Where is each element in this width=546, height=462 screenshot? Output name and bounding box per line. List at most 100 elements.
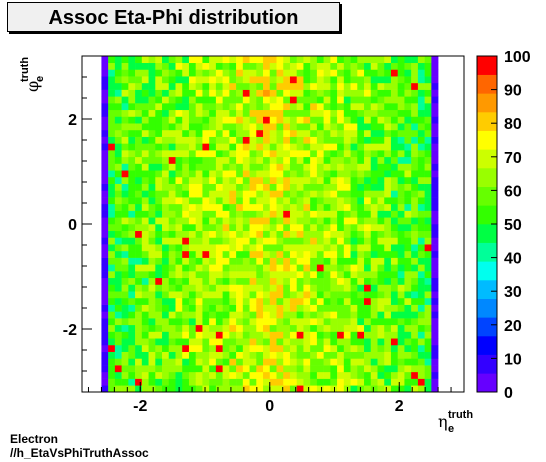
heatmap-cell <box>229 351 237 359</box>
heatmap-cell <box>128 358 136 366</box>
heatmap-cell <box>377 136 385 144</box>
heatmap-cell <box>390 338 399 346</box>
heatmap-cell <box>188 378 196 386</box>
heatmap-cell <box>222 217 230 225</box>
heatmap-cell <box>370 116 378 124</box>
heatmap-cell <box>269 257 277 265</box>
heatmap-cell <box>404 136 412 144</box>
heatmap-cell <box>101 217 109 225</box>
heatmap-cell <box>357 230 365 238</box>
heatmap-cell <box>390 358 399 366</box>
heatmap-cell <box>296 331 304 339</box>
heatmap-cell <box>121 170 129 178</box>
heatmap-cell <box>390 109 399 117</box>
heatmap-cell <box>108 56 116 64</box>
heatmap-cell <box>182 163 190 171</box>
heatmap-cell <box>343 318 351 326</box>
heatmap-cell <box>404 109 412 117</box>
heatmap-cell <box>215 136 223 144</box>
heatmap-cell <box>289 170 297 178</box>
heatmap-cell <box>182 271 190 279</box>
heatmap-cell <box>215 230 223 238</box>
heatmap-cell <box>377 318 385 326</box>
heatmap-cell <box>242 176 250 184</box>
heatmap-cell <box>256 96 264 104</box>
heatmap-cell <box>209 203 217 211</box>
heatmap-cell <box>289 183 297 191</box>
heatmap-cell <box>404 76 412 84</box>
heatmap-cell <box>303 96 311 104</box>
heatmap-cell <box>404 378 412 386</box>
heatmap-cell <box>141 297 149 305</box>
heatmap-cell <box>337 264 345 272</box>
heatmap-cell <box>411 197 419 205</box>
heatmap-cell <box>141 123 149 131</box>
heatmap-cell <box>108 324 116 332</box>
heatmap-cell <box>195 378 203 386</box>
heatmap-cell <box>256 385 264 393</box>
heatmap-cell <box>108 244 116 252</box>
heatmap-cell <box>357 163 365 171</box>
heatmap-cell <box>141 371 149 379</box>
heatmap-cell <box>215 150 223 158</box>
heatmap-cell <box>404 304 412 312</box>
heatmap-cell <box>330 156 338 164</box>
heatmap-cell <box>364 331 372 339</box>
heatmap-cell <box>364 224 372 232</box>
heatmap-cell <box>364 76 372 84</box>
heatmap-cell <box>303 109 311 117</box>
heatmap-cell <box>242 311 250 319</box>
heatmap-cell <box>384 318 392 326</box>
heatmap-cell <box>269 96 277 104</box>
heatmap-cell <box>370 103 378 111</box>
heatmap-cell <box>256 344 264 352</box>
heatmap-cell <box>411 82 419 90</box>
heatmap-cell <box>128 297 136 305</box>
heatmap-cell <box>121 271 129 279</box>
heatmap-cell <box>209 103 217 111</box>
heatmap-cell <box>276 82 284 90</box>
colorbar-segment <box>477 149 497 169</box>
heatmap-cell <box>276 237 284 245</box>
heatmap-cell <box>364 136 372 144</box>
heatmap-cell <box>128 277 136 285</box>
heatmap-cell <box>114 250 122 258</box>
heatmap-cell <box>215 250 223 258</box>
heatmap-cell <box>364 69 372 77</box>
heatmap-cell <box>431 69 439 77</box>
heatmap-cell <box>276 230 284 238</box>
heatmap-cell <box>236 378 244 386</box>
heatmap-cell <box>108 96 116 104</box>
heatmap-cell <box>283 351 291 359</box>
heatmap-cell <box>114 331 122 339</box>
heatmap-cell <box>397 311 405 319</box>
heatmap-cell <box>114 365 122 373</box>
heatmap-cell <box>357 82 365 90</box>
heatmap-cell <box>182 257 190 265</box>
heatmap-cell <box>397 358 405 366</box>
heatmap-cell <box>343 217 351 225</box>
heatmap-cell <box>249 76 257 84</box>
heatmap-cell <box>155 156 163 164</box>
heatmap-cell <box>364 230 372 238</box>
heatmap-cell <box>141 103 149 111</box>
heatmap-cell <box>101 297 109 305</box>
heatmap-cell <box>229 237 237 245</box>
heatmap-cell <box>357 217 365 225</box>
heatmap-cell <box>337 190 345 198</box>
heatmap-cell <box>114 109 122 117</box>
heatmap-cell <box>316 264 324 272</box>
heatmap-cell <box>283 190 291 198</box>
heatmap-cell <box>263 56 271 64</box>
heatmap-cell <box>182 62 190 70</box>
heatmap-cell <box>168 244 176 252</box>
heatmap-cell <box>202 371 210 379</box>
heatmap-cell <box>276 257 284 265</box>
heatmap-cell <box>337 76 345 84</box>
heatmap-cell <box>249 170 257 178</box>
heatmap-cell <box>283 116 291 124</box>
heatmap-cell <box>188 203 196 211</box>
heatmap-cell <box>229 123 237 131</box>
heatmap-cell <box>128 129 136 137</box>
heatmap-cell <box>168 284 176 292</box>
